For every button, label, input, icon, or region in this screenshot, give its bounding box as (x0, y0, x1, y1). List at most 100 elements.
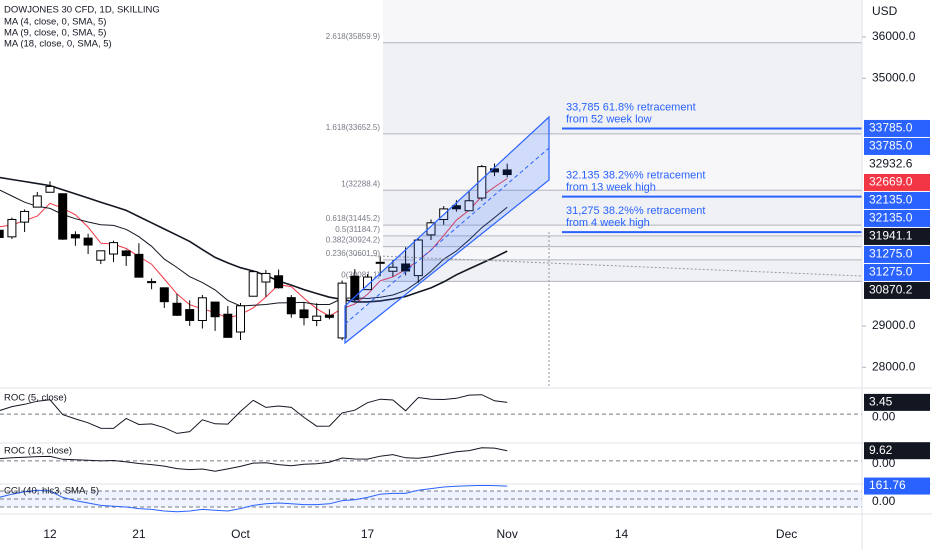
price-label: 31275.0 (869, 265, 913, 279)
price-label: 32932.6 (869, 157, 913, 171)
indicator-name: ROC (13, close) (4, 446, 72, 457)
retracement-text: from 4 week high (566, 217, 650, 229)
fib-zone (383, 0, 862, 43)
candle-body (426, 222, 436, 236)
candle-body (109, 242, 118, 255)
fib-zone (383, 235, 862, 247)
regression-channel (344, 115, 550, 345)
candle-body (502, 169, 512, 176)
price-label: 32135.0 (869, 193, 913, 207)
fib-label: 0(30081.1) (341, 271, 380, 280)
price-label: 31941.1 (869, 229, 913, 243)
candle-body (172, 302, 182, 316)
fib-zone (383, 259, 862, 282)
candle-body (7, 218, 17, 238)
indicator-name: ROC (5, close) (4, 393, 67, 404)
retracement-text: 33,785 61.8% retracement (566, 101, 696, 113)
fib-zone (383, 225, 862, 236)
trend-line (354, 254, 863, 277)
candle-body (324, 314, 334, 318)
legend-entry: MA (9, close, 0, SMA, 5) (4, 28, 106, 39)
price-label-box (864, 263, 930, 281)
candle-body (236, 305, 245, 333)
candle-body (58, 193, 68, 240)
fib-label: 2.618(35859.9) (326, 32, 381, 41)
x-tick-label: 14 (615, 527, 629, 541)
indicator-value-box (864, 393, 930, 411)
candle-body (375, 261, 385, 264)
candle-body (337, 282, 347, 339)
candle-body (83, 237, 93, 246)
cci-pane (0, 485, 862, 513)
price-label: 32135.0 (869, 211, 913, 225)
y-tick-label: 29000.0 (872, 318, 916, 332)
y-tick-label: 35000.0 (872, 70, 916, 84)
candle-body (20, 210, 30, 223)
retracement-text: 32.135 38.2%% retracement (566, 169, 705, 181)
price-pane: 2.618(35859.9) 1.618(33652.5) 1(32288.4) 0.… (0, 0, 862, 341)
candle-body (490, 168, 499, 173)
price-label-box (864, 281, 930, 299)
x-tick-label: Nov (497, 527, 518, 541)
price-label: 33785.0 (869, 139, 913, 153)
candle-body (96, 250, 106, 261)
candle-body (45, 185, 55, 193)
fib-label: 0.236(30601.9) (326, 249, 381, 258)
x-tick-label: 21 (132, 527, 146, 541)
indicator-value-box (864, 477, 930, 495)
y-tick-label: 0.00 (872, 494, 896, 508)
fib-label: 0.382(30924.2) (326, 236, 381, 245)
indicator-value: 9.62 (869, 443, 893, 457)
price-label-box (864, 245, 930, 263)
axis-unit: USD (872, 4, 898, 18)
fib-label: 1.618(33652.5) (326, 123, 381, 132)
fib-label: 0.5(31184.7) (335, 225, 380, 234)
indicator-line (0, 394, 508, 434)
x-tick-label: Dec (776, 527, 797, 541)
indicator-name: CCI (40, hlc3, SMA, 5) (4, 486, 99, 497)
candle-body (121, 250, 131, 257)
price-label: 30870.2 (869, 283, 913, 297)
legend-entry: MA (4, close, 0, SMA, 5) (4, 17, 106, 28)
candle-body (388, 266, 398, 272)
y-tick-label: 0.00 (872, 456, 896, 470)
candle-body (159, 287, 169, 303)
price-label-box (864, 137, 930, 155)
retracement-text: from 52 week low (566, 113, 652, 125)
candle-body (350, 275, 360, 301)
legend-entry: MA (18, close, 0, SMA, 5) (4, 39, 112, 50)
roc13-pane (0, 447, 862, 472)
y-tick-label: 28000.0 (872, 359, 916, 373)
price-label: 32669.0 (869, 175, 913, 189)
channel-midline (344, 147, 550, 325)
roc5-pane (0, 394, 862, 434)
price-label-box (864, 209, 930, 227)
candle-body (299, 309, 309, 319)
candle-body (464, 200, 474, 212)
candle-body (210, 301, 220, 318)
candle-body (147, 281, 157, 284)
candle-body (286, 297, 296, 315)
candle-body (363, 276, 372, 291)
indicator-line (0, 447, 508, 472)
candle-body (32, 195, 42, 208)
candle-body (185, 309, 195, 321)
price-label-box (864, 119, 930, 137)
fib-zone (383, 42, 862, 134)
candle-body (223, 313, 233, 338)
price-label-box (864, 227, 930, 245)
price-label-box (864, 191, 930, 209)
candle-body (274, 275, 284, 289)
fib-zone (383, 246, 862, 260)
ma-line (0, 189, 508, 307)
retracement-text: 31,275 38.2%% retracement (566, 205, 705, 217)
fib-zone (383, 133, 862, 191)
y-tick-label: 36000.0 (872, 29, 916, 43)
indicator-value-box (864, 442, 930, 460)
candle-body (0, 229, 4, 238)
candle-body (248, 271, 258, 297)
x-tick-label: 12 (43, 527, 57, 541)
fib-label: 0.618(31445.2) (326, 214, 381, 223)
candle-body (134, 253, 144, 278)
